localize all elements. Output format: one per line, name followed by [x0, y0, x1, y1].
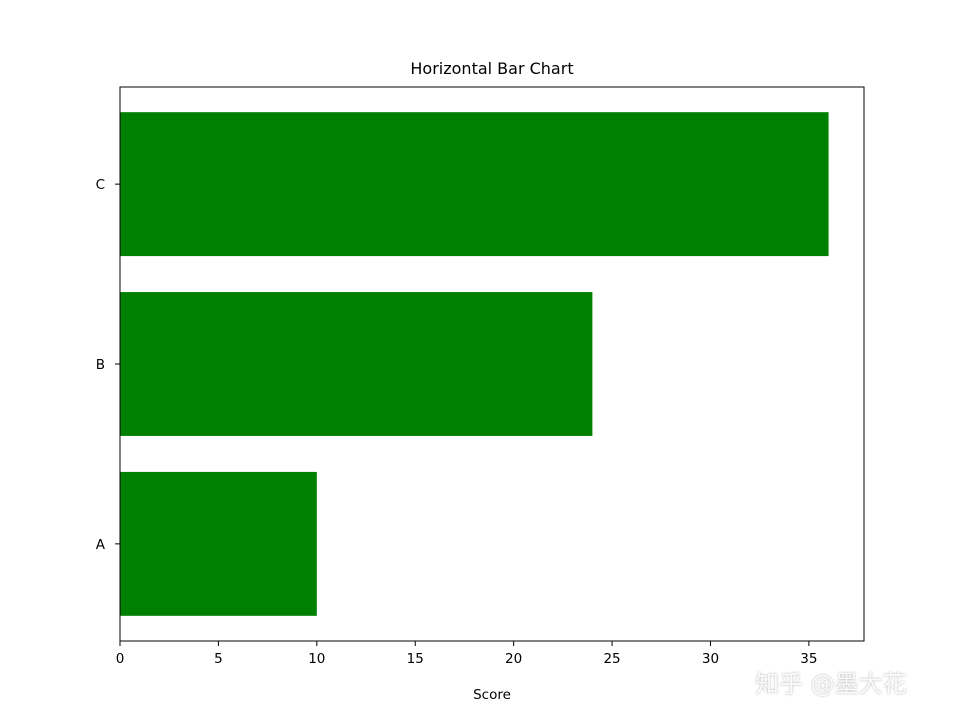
y-tick-label: C — [96, 177, 105, 193]
x-tick-label: 15 — [407, 651, 424, 667]
x-axis-label: Score — [473, 687, 511, 703]
chart-title: Horizontal Bar Chart — [410, 59, 573, 78]
bar-B — [120, 292, 593, 436]
x-tick-label: 5 — [214, 651, 223, 667]
y-tick-label: A — [96, 537, 106, 553]
x-tick-label: 25 — [603, 651, 620, 667]
x-tick-label: 30 — [702, 651, 719, 667]
x-tick-label: 0 — [116, 651, 125, 667]
watermark: 知乎 @墨大花 — [755, 670, 907, 698]
bar-A — [120, 471, 317, 616]
bar-C — [120, 112, 829, 257]
x-tick-label: 35 — [800, 651, 817, 667]
x-tick-label: 20 — [505, 651, 522, 667]
x-tick-label: 10 — [308, 651, 325, 667]
y-tick-label: B — [96, 357, 105, 373]
